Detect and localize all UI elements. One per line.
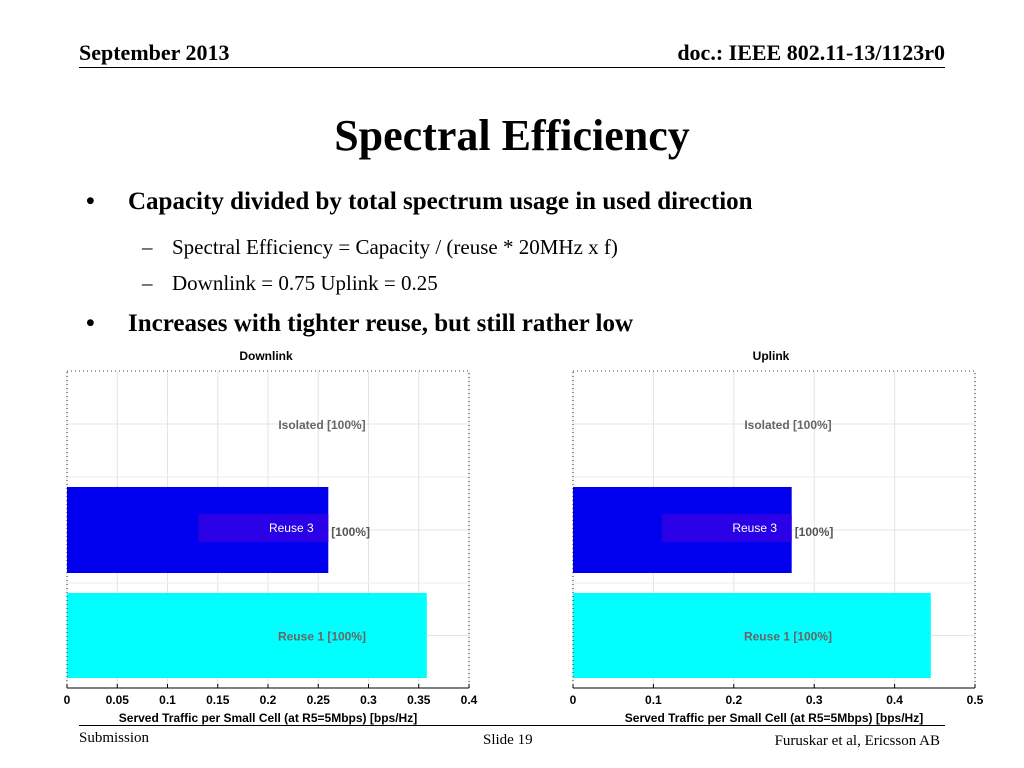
bar-label-suffix: [100%] (795, 525, 834, 539)
x-tick-label: 0.35 (407, 693, 431, 707)
chart-title: Downlink (239, 349, 293, 363)
bar-label-box (661, 514, 792, 542)
bullet-dot: • (86, 188, 95, 215)
footer-rule (79, 725, 945, 726)
x-axis-label: Served Traffic per Small Cell (at R5=5Mb… (119, 711, 417, 725)
sub-bullet-dash: – (142, 235, 153, 259)
bar-label: Reuse 1 [100%] (278, 630, 366, 644)
bullet-text: Capacity divided by total spectrum usage… (128, 188, 753, 215)
bar-label: Reuse 3 (269, 521, 314, 535)
x-tick-label: 0.3 (806, 693, 823, 707)
header-date: September 2013 (79, 40, 230, 65)
chart-title: Uplink (753, 349, 790, 363)
x-tick-label: 0.25 (307, 693, 331, 707)
x-tick-label: 0.1 (159, 693, 176, 707)
x-tick-label: 0.1 (645, 693, 662, 707)
bar-label: Reuse 3 (732, 521, 777, 535)
sub-bullet-item: – Spectral Efficiency = Capacity / (reus… (86, 229, 966, 265)
bullet-item: • Capacity divided by total spectrum usa… (86, 185, 966, 219)
sub-bullet-dash: – (142, 271, 153, 295)
header-rule (79, 67, 945, 68)
bar-label: Isolated [100%] (744, 418, 831, 432)
sub-bullet-text: Downlink = 0.75 Uplink = 0.25 (172, 271, 438, 295)
bullet-item: • Increases with tighter reuse, but stil… (86, 307, 966, 341)
bar-2 (573, 593, 931, 678)
x-tick-label: 0 (64, 693, 71, 707)
bar-label-box (198, 514, 329, 542)
bar-label: Reuse 1 [100%] (744, 630, 832, 644)
x-tick-label: 0.4 (886, 693, 903, 707)
x-tick-label: 0 (570, 693, 577, 707)
bullet-dot: • (86, 310, 95, 337)
x-tick-label: 0.05 (106, 693, 130, 707)
footer-submission: Submission (79, 730, 150, 746)
bar-label-suffix: [100%] (331, 525, 370, 539)
footer-author: Furuskar et al, Ericsson AB (774, 733, 940, 749)
x-tick-label: 0.5 (967, 693, 984, 707)
chart-uplink: Uplink Isolated [100%] Reuse 3 [100%] Reuse … (570, 349, 984, 725)
bar-label: Isolated [100%] (278, 418, 365, 432)
x-tick-label: 0.15 (206, 693, 230, 707)
sub-bullet-text: Spectral Efficiency = Capacity / (reuse … (172, 235, 618, 259)
slide-title: Spectral Efficiency (334, 111, 690, 160)
x-tick-label: 0.2 (260, 693, 277, 707)
header-doc-id: doc.: IEEE 802.11-13/1123r0 (677, 40, 945, 65)
chart-downlink: Downlink Isolated [100%] Reuse 3 [100%] Reus… (64, 349, 478, 725)
bar-2 (67, 593, 427, 678)
x-tick-label: 0.3 (360, 693, 377, 707)
footer-slide-number: Slide 19 (483, 732, 533, 748)
sub-bullet-item: – Downlink = 0.75 Uplink = 0.25 (86, 265, 966, 301)
x-tick-label: 0.2 (725, 693, 742, 707)
bullet-text: Increases with tighter reuse, but still … (128, 310, 634, 337)
bullet-list: • Capacity divided by total spectrum usa… (86, 185, 966, 351)
x-axis-label: Served Traffic per Small Cell (at R5=5Mb… (625, 711, 923, 725)
x-tick-label: 0.4 (461, 693, 478, 707)
